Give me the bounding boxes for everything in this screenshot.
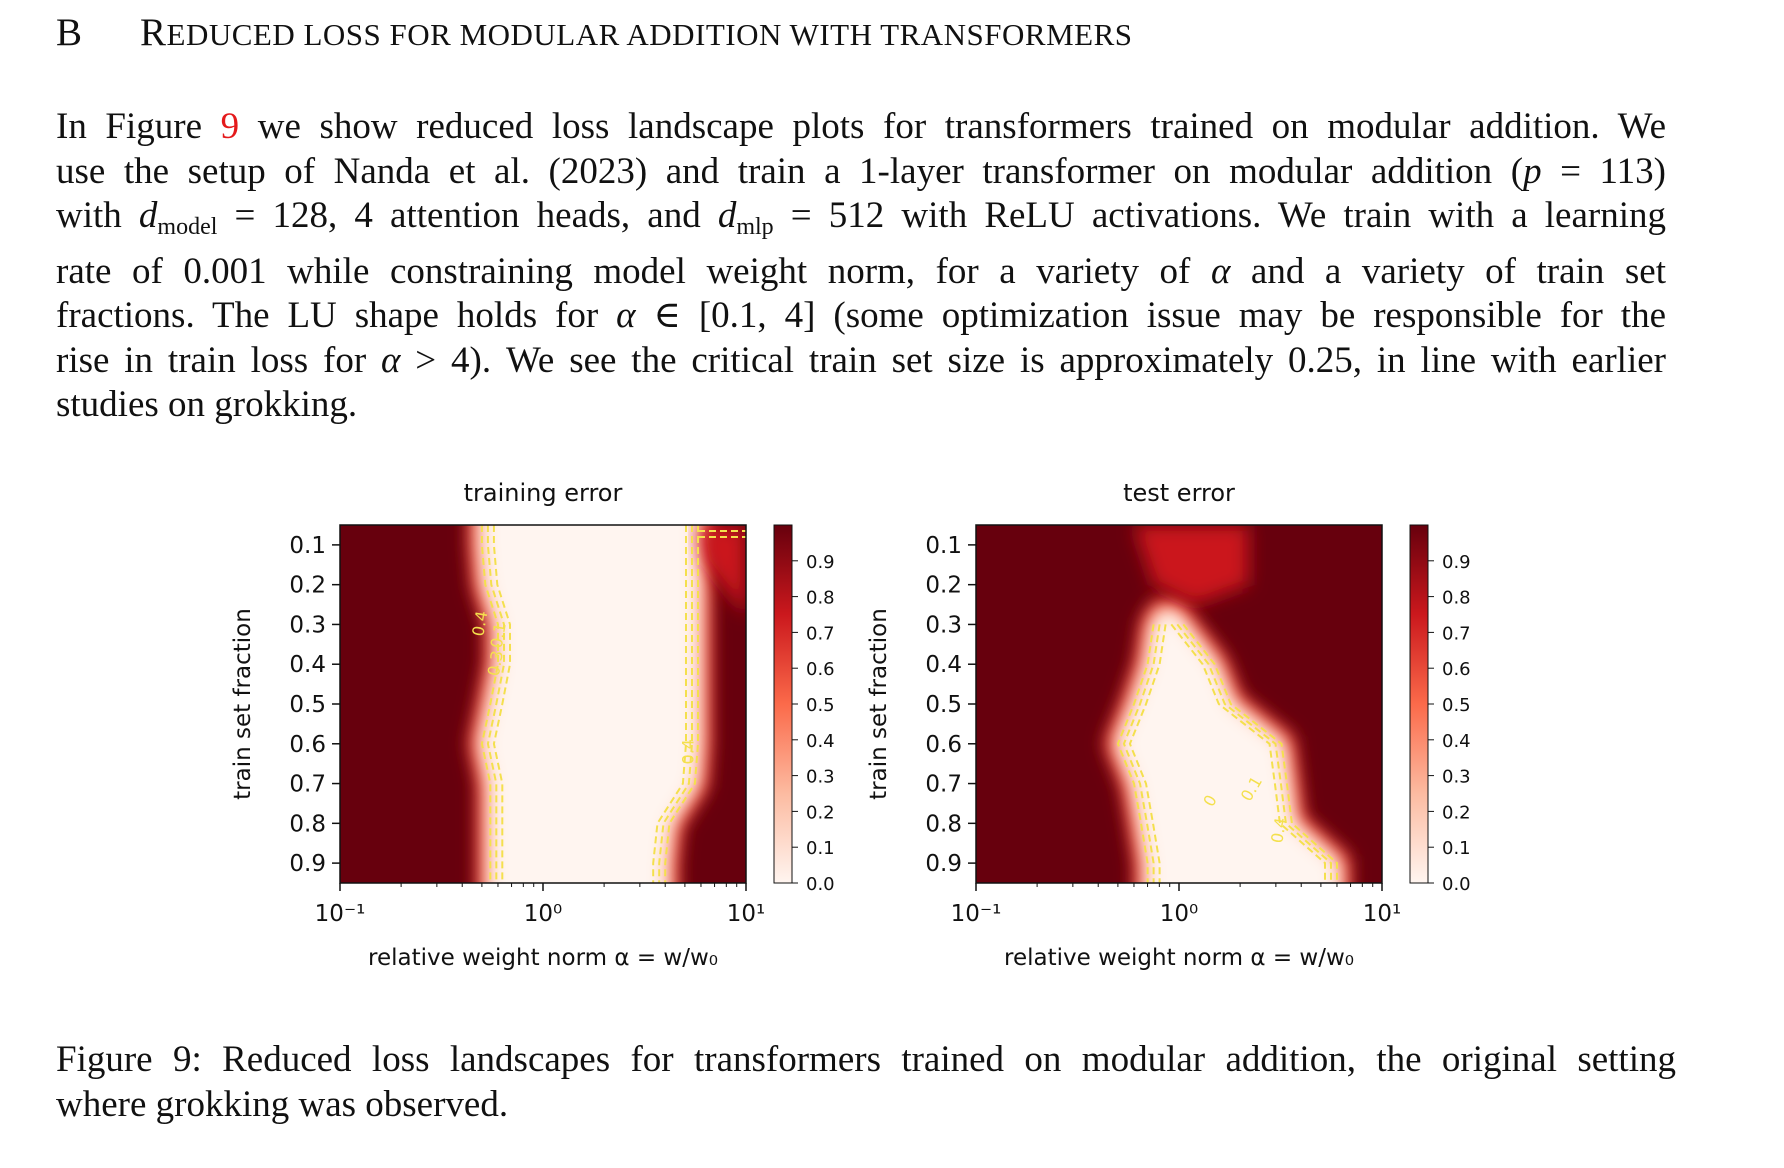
- contour-right-1: [1176, 623, 1332, 883]
- heatmap: [340, 525, 746, 883]
- y-tick-label: 0.8: [925, 811, 962, 837]
- para-line-6: rise in train loss for α > 4). We see th…: [56, 339, 1666, 381]
- para-line-4: rate of 0.001 while constraining model w…: [56, 250, 1666, 292]
- colorbar-tick-label: 0.0: [806, 874, 835, 895]
- colorbar: [773, 524, 793, 884]
- colorbar-tick-label: 0.2: [1442, 802, 1471, 823]
- chart-title: test error: [1123, 479, 1235, 507]
- colorbar-tick-label: 0.6: [1442, 659, 1471, 680]
- para-line-1: In Figure 9 we show reduced loss landsca…: [56, 106, 1666, 147]
- colorbar-tick-label: 0.8: [1442, 588, 1471, 609]
- body-paragraph: In Figure 9 we show reduced loss landsca…: [56, 105, 1666, 428]
- low-error-basin: [481, 525, 698, 883]
- contour-right-1: [658, 525, 693, 883]
- section-title-initial: R: [140, 11, 167, 54]
- x-tick-label: 10⁻¹: [315, 901, 366, 927]
- contour-left-2: [492, 525, 511, 883]
- top-right-patch: [697, 525, 746, 617]
- contour-left-0: [480, 525, 499, 883]
- x-tick-label: 10⁰: [1160, 901, 1199, 927]
- y-tick-label: 0.6: [925, 732, 962, 758]
- colorbar-tick-label: 0.9: [806, 552, 835, 573]
- colorbar-tick-label: 0.4: [806, 731, 835, 752]
- colorbar-tick-label: 0.5: [1442, 695, 1471, 716]
- contour-label-0: 0.4: [468, 609, 491, 637]
- x-tick-label: 10¹: [1363, 901, 1402, 927]
- chart-title: training error: [464, 479, 623, 507]
- colorbar-tick-label: 0.3: [1442, 767, 1471, 788]
- y-tick-label: 0.7: [289, 772, 326, 798]
- contour-lines: [1116, 623, 1338, 883]
- colorbar-tick-label: 0.3: [806, 767, 835, 788]
- x-tick-label: 10⁻¹: [951, 901, 1002, 927]
- colorbar-tick-label: 0.6: [806, 659, 835, 680]
- colorbar-tick-label: 0.5: [806, 695, 835, 716]
- contour-label-2: 0.4: [1267, 816, 1290, 844]
- y-tick-label: 0.3: [289, 612, 326, 638]
- colorbar-tick-label: 0.8: [806, 588, 835, 609]
- y-tick-label: 0.1: [289, 533, 326, 559]
- colorbar-tick-label: 0.9: [1442, 552, 1471, 573]
- section-number: B: [56, 11, 83, 54]
- x-axis-label: relative weight norm α = w/w₀: [1004, 945, 1354, 971]
- heatmap: [976, 525, 1382, 883]
- contour-right-0: [1182, 623, 1338, 883]
- contour-right-2: [1170, 623, 1326, 883]
- contour-label-2: 0.1: [487, 621, 510, 649]
- y-axis-label: train set fraction: [230, 608, 256, 800]
- para-line-2: use the setup of Nanda et al. (2023) and…: [56, 150, 1666, 192]
- contour-label-3: 0.4: [678, 739, 697, 764]
- colorbar-tick-label: 0.0: [1442, 874, 1471, 895]
- y-tick-label: 0.2: [925, 573, 962, 599]
- para-line-7: studies on grokking.: [56, 384, 358, 425]
- y-tick-label: 0.4: [925, 652, 962, 678]
- top-notch-patch: [1133, 525, 1249, 605]
- y-tick-label: 0.5: [289, 692, 326, 718]
- colorbar: [1409, 524, 1429, 884]
- section-title-rest: EDUCED LOSS FOR MODULAR ADDITION WITH TR…: [166, 17, 1133, 52]
- y-tick-label: 0.7: [925, 772, 962, 798]
- x-axis-label: relative weight norm α = w/w₀: [368, 945, 718, 971]
- caption-line-1: Figure 9: Reduced loss landscapes for tr…: [56, 1039, 1676, 1080]
- colorbar-tick-label: 0.1: [1442, 838, 1471, 859]
- figure-ref-link[interactable]: 9: [220, 106, 240, 147]
- para-line-3: with dmodel = 128, 4 attention heads, an…: [56, 195, 1667, 240]
- section-heading: B REDUCED LOSS FOR MODULAR ADDITION WITH …: [56, 10, 1133, 55]
- y-tick-label: 0.2: [289, 573, 326, 599]
- colorbar-tick-label: 0.7: [806, 623, 835, 644]
- figure-caption: Figure 9: Reduced loss landscapes for tr…: [56, 1037, 1676, 1127]
- y-axis-label: train set fraction: [866, 608, 892, 800]
- contour-left-1: [486, 525, 505, 883]
- contour-lines: [480, 525, 746, 883]
- contour-left-0: [1116, 624, 1155, 883]
- y-tick-label: 0.6: [289, 732, 326, 758]
- para-line-5: fractions. The LU shape holds for α ∈ [0…: [56, 295, 1666, 336]
- y-tick-label: 0.3: [925, 612, 962, 638]
- colorbar-tick-label: 0.4: [1442, 731, 1471, 752]
- y-tick-label: 0.9: [925, 851, 962, 877]
- contour-right-0: [664, 525, 699, 883]
- contour-right-2: [652, 525, 687, 883]
- y-tick-label: 0.8: [289, 811, 326, 837]
- x-tick-label: 10¹: [727, 901, 766, 927]
- y-tick-label: 0.4: [289, 652, 326, 678]
- contour-left-2: [1128, 624, 1167, 883]
- low-error-basin: [1117, 612, 1337, 883]
- colorbar-tick-label: 0.2: [806, 802, 835, 823]
- contour-left-1: [1122, 624, 1161, 883]
- colorbar-tick-label: 0.7: [1442, 623, 1471, 644]
- caption-line-2: where grokking was observed.: [56, 1084, 509, 1125]
- contour-label-1: 0.3: [484, 649, 507, 677]
- colorbar-tick-label: 0.1: [806, 838, 835, 859]
- y-tick-label: 0.9: [289, 851, 326, 877]
- y-tick-label: 0.1: [925, 533, 962, 559]
- x-tick-label: 10⁰: [524, 901, 563, 927]
- y-tick-label: 0.5: [925, 692, 962, 718]
